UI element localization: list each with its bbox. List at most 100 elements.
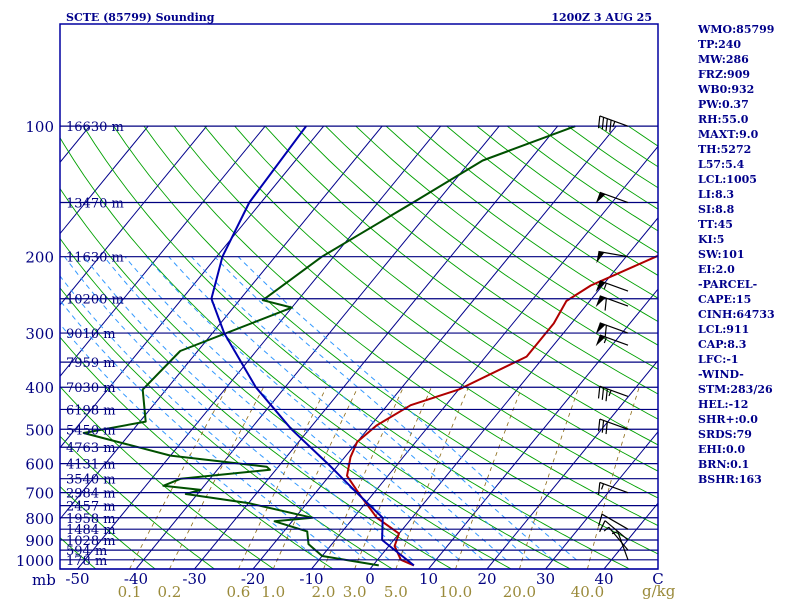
wind-barb-flag bbox=[605, 118, 608, 132]
temperature-tick-label: -50 bbox=[65, 570, 89, 588]
wind-barb-staff bbox=[599, 481, 629, 494]
height-label: 4131 m bbox=[66, 458, 116, 473]
mixing-ratio-label: 3.0 bbox=[343, 583, 367, 600]
wind-barb-flag bbox=[599, 520, 606, 533]
wind-barb-flag bbox=[598, 514, 603, 527]
pressure-tick-label: 100 bbox=[25, 118, 54, 136]
dry-adiabat-line bbox=[60, 136, 571, 569]
wind-barb-half-flag bbox=[603, 526, 610, 532]
wind-barb-flag bbox=[597, 482, 601, 495]
wind-barb-pennant bbox=[595, 322, 606, 335]
isotherm-line bbox=[194, 125, 559, 569]
isotherm-line bbox=[60, 125, 208, 306]
moist-adiabat-line bbox=[83, 256, 413, 561]
height-label: 2457 m bbox=[66, 500, 116, 515]
plot-border bbox=[59, 23, 659, 570]
isotherm-line bbox=[252, 125, 617, 569]
wind-barb bbox=[597, 481, 629, 495]
wind-barb-flag bbox=[597, 418, 601, 432]
mixing-ratio-line bbox=[169, 387, 264, 569]
pressure-tick-label: 800 bbox=[25, 510, 54, 528]
dry-adiabat-line bbox=[234, 125, 658, 446]
chart-grid bbox=[60, 125, 658, 569]
wind-barb bbox=[596, 250, 629, 264]
wind-barb-half-flag bbox=[600, 483, 605, 490]
wind-barb-staff bbox=[599, 115, 629, 127]
height-label: 2984 m bbox=[66, 487, 116, 502]
isotherm-line bbox=[428, 288, 658, 569]
height-label: 5450 m bbox=[66, 423, 116, 438]
chart-frame bbox=[59, 23, 659, 570]
y-unit-label: mb bbox=[32, 571, 56, 589]
index-line: HEL:-12 bbox=[698, 398, 749, 411]
height-label: 1958 m bbox=[66, 512, 116, 527]
index-line: BRN:0.1 bbox=[698, 458, 750, 471]
mixing-ratio-label: 20.0 bbox=[503, 583, 536, 600]
height-label: 178 m bbox=[66, 554, 107, 569]
height-label: 16630 m bbox=[66, 120, 124, 135]
moist-adiabat-line bbox=[103, 256, 437, 561]
index-line: TP:240 bbox=[698, 38, 742, 51]
dry-adiabat-line bbox=[60, 237, 453, 569]
height-label: 7030 m bbox=[66, 381, 116, 396]
wind-barb bbox=[597, 418, 629, 435]
index-line: STM:283/26 bbox=[698, 383, 773, 396]
wind-barb-pennant bbox=[595, 295, 606, 308]
chart-title: SCTE (85799) Sounding bbox=[66, 11, 215, 24]
wind-barb bbox=[595, 322, 629, 338]
wind-barb-flag bbox=[604, 298, 607, 311]
height-label: 9010 m bbox=[66, 327, 116, 342]
index-line: SI:8.8 bbox=[698, 203, 735, 216]
index-line: SRDS:79 bbox=[698, 428, 752, 441]
dry-adiabat-line bbox=[173, 125, 658, 499]
wind-barb-pennant bbox=[595, 192, 606, 204]
dry-adiabat-line bbox=[60, 385, 275, 569]
wind-barb-flag bbox=[597, 115, 601, 129]
temperature-tick-label: -40 bbox=[124, 570, 148, 588]
moist-adiabat-line bbox=[146, 256, 484, 561]
pressure-tick-label: 1000 bbox=[16, 552, 54, 570]
index-line: KI:5 bbox=[698, 233, 725, 246]
wind-barb-pennant bbox=[596, 251, 605, 264]
wind-barb-staff bbox=[604, 520, 629, 541]
dry-adiabat-line bbox=[204, 125, 658, 472]
mixing-ratio-unit: g/kg bbox=[642, 582, 676, 600]
mixing-ratio-label: 5.0 bbox=[384, 583, 408, 600]
index-line: -PARCEL- bbox=[698, 278, 758, 291]
index-line: -WIND- bbox=[698, 368, 744, 381]
mixing-ratio-label: 1.0 bbox=[261, 583, 285, 600]
mixing-ratio-label: 10.0 bbox=[439, 583, 472, 600]
wind-barb bbox=[598, 513, 629, 530]
dry-adiabat-line bbox=[83, 125, 630, 569]
index-line: BSHR:163 bbox=[698, 473, 762, 486]
index-line: SHR+:0.0 bbox=[698, 413, 758, 426]
isotherm-line bbox=[77, 125, 442, 569]
wind-barb bbox=[599, 520, 629, 541]
wind-barb bbox=[595, 334, 629, 347]
height-label: 4763 m bbox=[66, 441, 116, 456]
moist-adiabat-line bbox=[64, 256, 390, 561]
isotherm-line bbox=[60, 125, 383, 520]
index-line: SW:101 bbox=[698, 248, 745, 261]
wind-barb-staff bbox=[608, 526, 629, 551]
index-line: CAP:8.3 bbox=[698, 338, 747, 351]
wind-barb bbox=[603, 526, 629, 551]
wind-barb-flag bbox=[605, 421, 608, 435]
dry-adiabat-line bbox=[295, 125, 658, 395]
height-label: 1484 m bbox=[66, 523, 116, 538]
mixing-ratio-label: 0.6 bbox=[226, 583, 250, 600]
index-line: WMO:85799 bbox=[698, 23, 775, 36]
temperature-tick-label: -30 bbox=[182, 570, 206, 588]
index-line: LFC:-1 bbox=[698, 353, 739, 366]
index-line: TT:45 bbox=[698, 218, 733, 231]
wind-barb bbox=[611, 531, 629, 561]
wind-barb-pennant bbox=[595, 280, 606, 293]
wind-barb bbox=[597, 385, 629, 402]
mixing-ratio-label: 0.2 bbox=[157, 583, 181, 600]
mixing-ratio-line bbox=[587, 387, 640, 569]
height-label: 11630 m bbox=[66, 251, 124, 266]
wind-barb-flag bbox=[605, 388, 608, 402]
wind-barb-half-flag bbox=[611, 531, 618, 535]
wind-barb bbox=[595, 295, 629, 311]
